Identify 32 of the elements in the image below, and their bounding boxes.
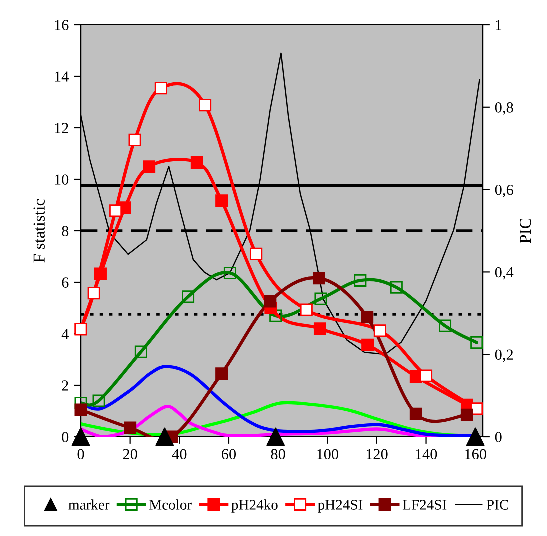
- y-tick-label: 2: [62, 380, 68, 391]
- legend-label: marker: [68, 500, 110, 510]
- y2-tick-label: 0,8: [495, 102, 514, 116]
- y-tick-label: 8: [62, 226, 69, 236]
- y-tick-label: 10: [55, 174, 69, 185]
- x-tick-label: 40: [172, 449, 187, 460]
- x-tick-label: 20: [123, 449, 138, 460]
- x-tick-label: 160: [465, 449, 486, 460]
- legend-label: Mcolor: [150, 500, 192, 510]
- y2-tick-label: 0: [495, 432, 502, 442]
- x-tick-label: 80: [271, 449, 286, 460]
- y-axis-title: F statistic: [34, 199, 45, 263]
- x-tick-label: 60: [222, 449, 236, 460]
- x-tick-label: 120: [366, 449, 388, 460]
- y-tick-label: 14: [55, 72, 69, 82]
- y-tick-label: 6: [62, 278, 69, 288]
- x-tick-label: 100: [318, 449, 338, 460]
- x-tick-label: 140: [416, 449, 438, 460]
- x-tick-label: 0: [78, 449, 84, 460]
- y2-tick-label: 0,2: [495, 350, 514, 362]
- legend-label: LF24SI: [402, 500, 447, 510]
- y2-tick-label: 0,4: [495, 267, 514, 280]
- y2-tick-label: 0,6: [495, 184, 514, 198]
- legend-label: pH24ko: [232, 500, 278, 513]
- y-tick-label: 12: [55, 123, 68, 134]
- legend-label: PIC: [486, 500, 508, 510]
- y-tick-label: 16: [55, 20, 69, 30]
- y2-tick-label: 1: [496, 20, 502, 30]
- y-tick-label: 4: [62, 329, 69, 340]
- y-tick-label: 0: [62, 432, 69, 442]
- legend-label: pH24SI: [318, 500, 363, 513]
- y2-axis-title: PIC: [520, 218, 532, 244]
